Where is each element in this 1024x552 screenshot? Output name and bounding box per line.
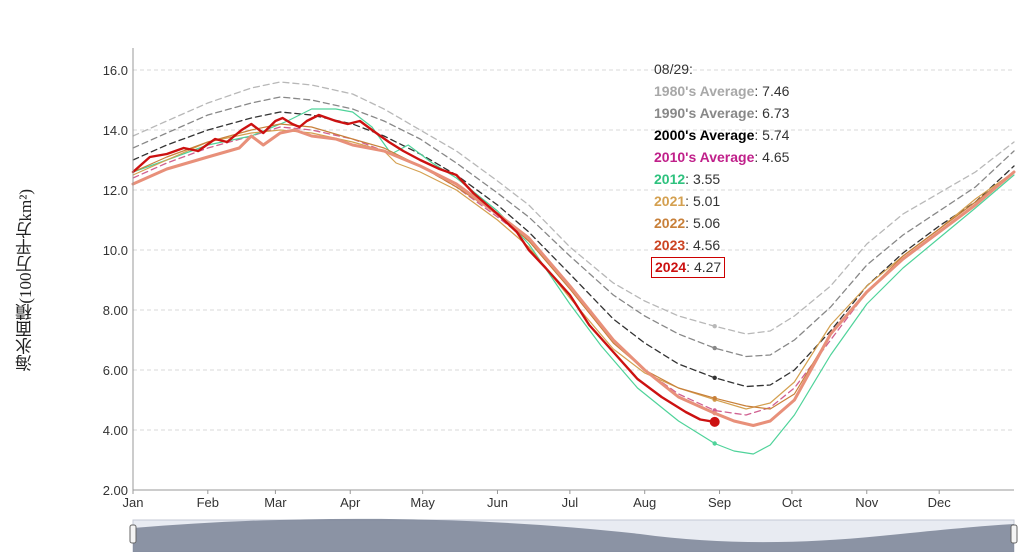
x-tick-label: Feb	[197, 495, 219, 510]
marker-dot	[712, 441, 717, 446]
y-tick-label: 8.00	[103, 303, 128, 318]
x-tick-label: Oct	[782, 495, 803, 510]
y-tick-label: 16.0	[103, 63, 128, 78]
y-tick-labels: 2.00 4.00 6.00 8.00 10.0 12.0 14.0 16.0	[103, 63, 128, 498]
tooltip-series-value: 6.73	[762, 105, 790, 121]
y-tick-label: 10.0	[103, 243, 128, 258]
tooltip: 08/29: 1980's Average: 7.46 1990's Averag…	[651, 58, 790, 278]
tooltip-series-value: 7.46	[762, 83, 790, 99]
marker-dot	[712, 411, 717, 416]
range-navigator	[129, 518, 1018, 552]
tooltip-date: 08/29:	[654, 61, 693, 77]
series-line-1990saverage	[132, 96, 1015, 358]
tooltip-row: 2000's Average: 5.74	[654, 127, 790, 143]
series-line-2022	[132, 123, 1015, 410]
x-tick-label: Apr	[340, 495, 361, 510]
tooltip-series-value: 5.74	[762, 127, 790, 143]
tooltip-series-name: 2024	[655, 259, 687, 275]
tooltip-row: 2021: 5.01	[654, 193, 721, 209]
tooltip-series-value: 4.65	[762, 149, 790, 165]
marker-dot	[712, 345, 717, 351]
tooltip-series-value: 4.27	[693, 259, 722, 275]
x-tick-label: Nov	[855, 495, 879, 510]
series-line-2000saverage	[132, 111, 1015, 388]
tooltip-series-name: 1990's Average	[654, 105, 755, 121]
tooltip-series-name: 2000's Average	[654, 127, 755, 143]
axes	[132, 48, 1014, 494]
marker-dot	[712, 324, 717, 329]
y-tick-label: 14.0	[103, 123, 128, 138]
marker-dot	[712, 375, 717, 380]
tooltip-series-name: 2010's Average	[654, 149, 755, 165]
tooltip-row: 2023: 4.56	[654, 237, 721, 253]
tooltip-row: 2010's Average: 4.65	[654, 149, 790, 165]
tooltip-series-name: 2023	[654, 237, 686, 253]
y-tick-label: 4.00	[103, 423, 128, 438]
marker-dot	[709, 416, 720, 427]
tooltip-series-value: 4.56	[692, 237, 721, 253]
tooltip-row: 2012: 3.55	[654, 171, 721, 187]
y-tick-label: 6.00	[103, 363, 128, 378]
x-tick-label: Aug	[633, 495, 656, 510]
x-tick-label: Jul	[562, 495, 579, 510]
x-tick-label: Dec	[928, 495, 952, 510]
tooltip-series-name: 1980's Average	[654, 83, 755, 99]
series-line-2023	[131, 128, 1016, 427]
series-line-2024	[131, 113, 716, 424]
tooltip-row: 1990's Average: 6.73	[654, 105, 790, 121]
tooltip-row: 2022: 5.06	[654, 215, 721, 231]
x-tick-label: Jan	[123, 495, 144, 510]
series-line-2021	[132, 129, 1015, 410]
tooltip-row: 2024: 4.27	[651, 256, 789, 278]
x-tick-label: Mar	[264, 495, 287, 510]
y-tick-label: 12.0	[103, 183, 128, 198]
series-lines	[131, 81, 1016, 455]
tooltip-series-name: 2022	[654, 215, 686, 231]
x-tick-labels: Jan Feb Mar Apr May Jun Jul Aug Sep Oct Nov Dec	[123, 495, 952, 510]
navigator-handle-left[interactable]	[129, 524, 137, 544]
marker-dot	[712, 396, 717, 401]
tooltip-series-value: 3.55	[692, 171, 721, 187]
series-line-1980saverage	[132, 81, 1015, 335]
tooltip-series-name: 2021	[654, 193, 686, 209]
marker-dots	[709, 324, 720, 446]
navigator-handle-right[interactable]	[1010, 524, 1018, 544]
series-line-2010saverage	[132, 126, 1015, 416]
x-tick-label: May	[410, 495, 435, 510]
series-line-2012	[132, 108, 1015, 455]
y-tick-label: 2.00	[103, 483, 128, 498]
tooltip-row: 1980's Average: 7.46	[654, 83, 790, 99]
tooltip-series-value: 5.06	[692, 215, 721, 231]
navigator-area	[133, 518, 1014, 552]
x-tick-label: Sep	[708, 495, 731, 510]
tooltip-series-value: 5.01	[692, 193, 721, 209]
tooltip-series-name: 2012	[654, 171, 686, 187]
x-tick-label: Jun	[487, 495, 508, 510]
